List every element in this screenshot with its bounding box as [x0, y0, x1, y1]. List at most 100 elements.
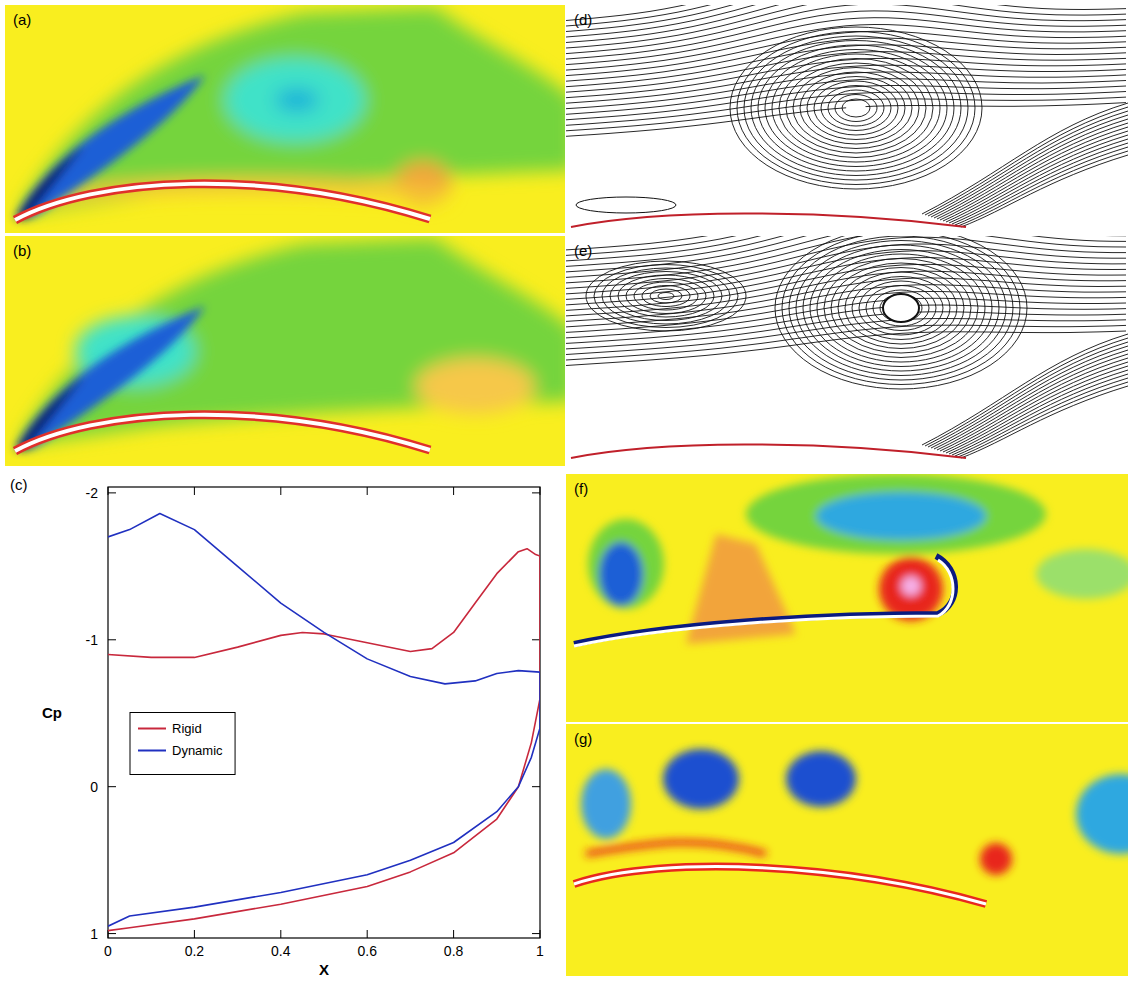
streamline	[934, 350, 1128, 449]
contour-green	[588, 519, 664, 609]
x-tick	[194, 930, 195, 938]
streamline	[952, 143, 1128, 224]
vortex-core	[883, 294, 919, 322]
contour-blue	[1076, 774, 1128, 854]
contour-green	[746, 474, 1046, 554]
contours	[15, 306, 205, 450]
vortex-blue	[663, 749, 739, 809]
background	[566, 724, 1128, 976]
vortex-line	[817, 254, 985, 362]
vortex-line	[786, 63, 926, 153]
vortex-line	[814, 81, 898, 135]
x-tick	[194, 487, 195, 495]
y-tick	[108, 639, 116, 640]
x-tick	[280, 930, 281, 938]
vortex-line	[866, 286, 936, 331]
vortex-line	[772, 54, 940, 162]
vortex-line	[650, 289, 682, 303]
contour-blue	[599, 542, 643, 606]
contours	[17, 7, 565, 215]
vortex-line	[602, 268, 730, 324]
y-tick	[108, 786, 116, 787]
x-tick-label: 0.6	[357, 943, 377, 959]
streamline	[566, 65, 1126, 103]
background	[566, 236, 1128, 466]
chart: (c)00.20.40.60.81-2-101XCpRigidDynamic	[10, 476, 544, 978]
panel: (b)	[5, 236, 575, 466]
vortex-core	[846, 101, 866, 115]
airfoil	[574, 867, 986, 904]
contour-red	[586, 842, 766, 854]
vortex-red	[980, 843, 1012, 875]
contour-green	[17, 238, 565, 446]
figure: (a)(b)(d)(e)(f)(g)(c)00.20.40.60.81-2-10…	[0, 0, 1132, 981]
streamline	[940, 358, 1128, 451]
airfoil-band	[574, 867, 986, 904]
airfoil-band	[574, 556, 955, 644]
streamline	[566, 5, 1126, 21]
vortex-line	[744, 36, 968, 180]
panel: (d)	[566, 0, 1128, 233]
y-tick-label: 0	[90, 779, 98, 795]
vortex-line	[821, 86, 891, 131]
legend-label: Rigid	[172, 721, 202, 736]
vortex-line	[765, 50, 947, 167]
streamline	[566, 5, 1126, 48]
vortex-line	[789, 236, 1013, 380]
x-tick-label: 0.8	[444, 943, 464, 959]
legend-label: Dynamic	[172, 743, 223, 758]
vortex-line	[807, 77, 905, 140]
streamlines	[566, 236, 1128, 458]
y-axis-title: Cp	[42, 704, 62, 721]
vortex-line	[803, 245, 999, 371]
panel-field	[566, 5, 1128, 233]
vortex-line	[730, 27, 982, 189]
background	[566, 474, 1128, 722]
panel-label: (c)	[10, 476, 28, 493]
x-tick-label: 1	[536, 943, 544, 959]
streamline	[943, 362, 1128, 452]
vortex-line	[586, 261, 746, 331]
streamline	[943, 131, 1128, 221]
vortex-line	[859, 281, 943, 335]
streamline	[925, 338, 1128, 446]
y-tick-label: 1	[90, 926, 98, 942]
contour-green	[1036, 549, 1128, 599]
x-tick	[280, 487, 281, 495]
streamline	[566, 258, 1126, 305]
vortex-line	[845, 272, 957, 344]
contours	[17, 238, 565, 446]
plot-frame	[108, 487, 540, 938]
airfoil	[15, 184, 430, 220]
y-tick	[532, 492, 540, 493]
vortex-line	[775, 236, 1027, 389]
streamline	[922, 103, 1128, 214]
vortex-line	[610, 272, 722, 321]
vortex-line	[796, 241, 1006, 376]
x-tick	[453, 930, 454, 938]
panel-field	[5, 5, 565, 233]
panel-field	[5, 236, 565, 466]
streamline	[566, 305, 1126, 343]
vortex-line	[810, 250, 992, 367]
vortex-line	[828, 90, 884, 126]
vortex-core	[901, 576, 921, 596]
vortex-line	[835, 95, 877, 122]
contour-cyan	[225, 58, 365, 142]
contour-green	[17, 7, 565, 215]
vortex-line	[779, 59, 933, 158]
contour-orange	[415, 358, 535, 414]
vortex-line	[758, 45, 954, 171]
legend: Rigid Dynamic	[130, 713, 235, 775]
streamline	[937, 354, 1128, 450]
y-tick	[532, 933, 540, 934]
x-tick	[367, 487, 368, 495]
airfoil	[571, 213, 966, 227]
airfoil	[571, 444, 966, 458]
y-tick-label: -2	[86, 485, 99, 501]
vortex-line	[852, 277, 950, 340]
y-tick	[532, 786, 540, 787]
airfoil	[574, 560, 953, 646]
streamline	[928, 111, 1128, 216]
panel-label: (a)	[13, 11, 31, 28]
